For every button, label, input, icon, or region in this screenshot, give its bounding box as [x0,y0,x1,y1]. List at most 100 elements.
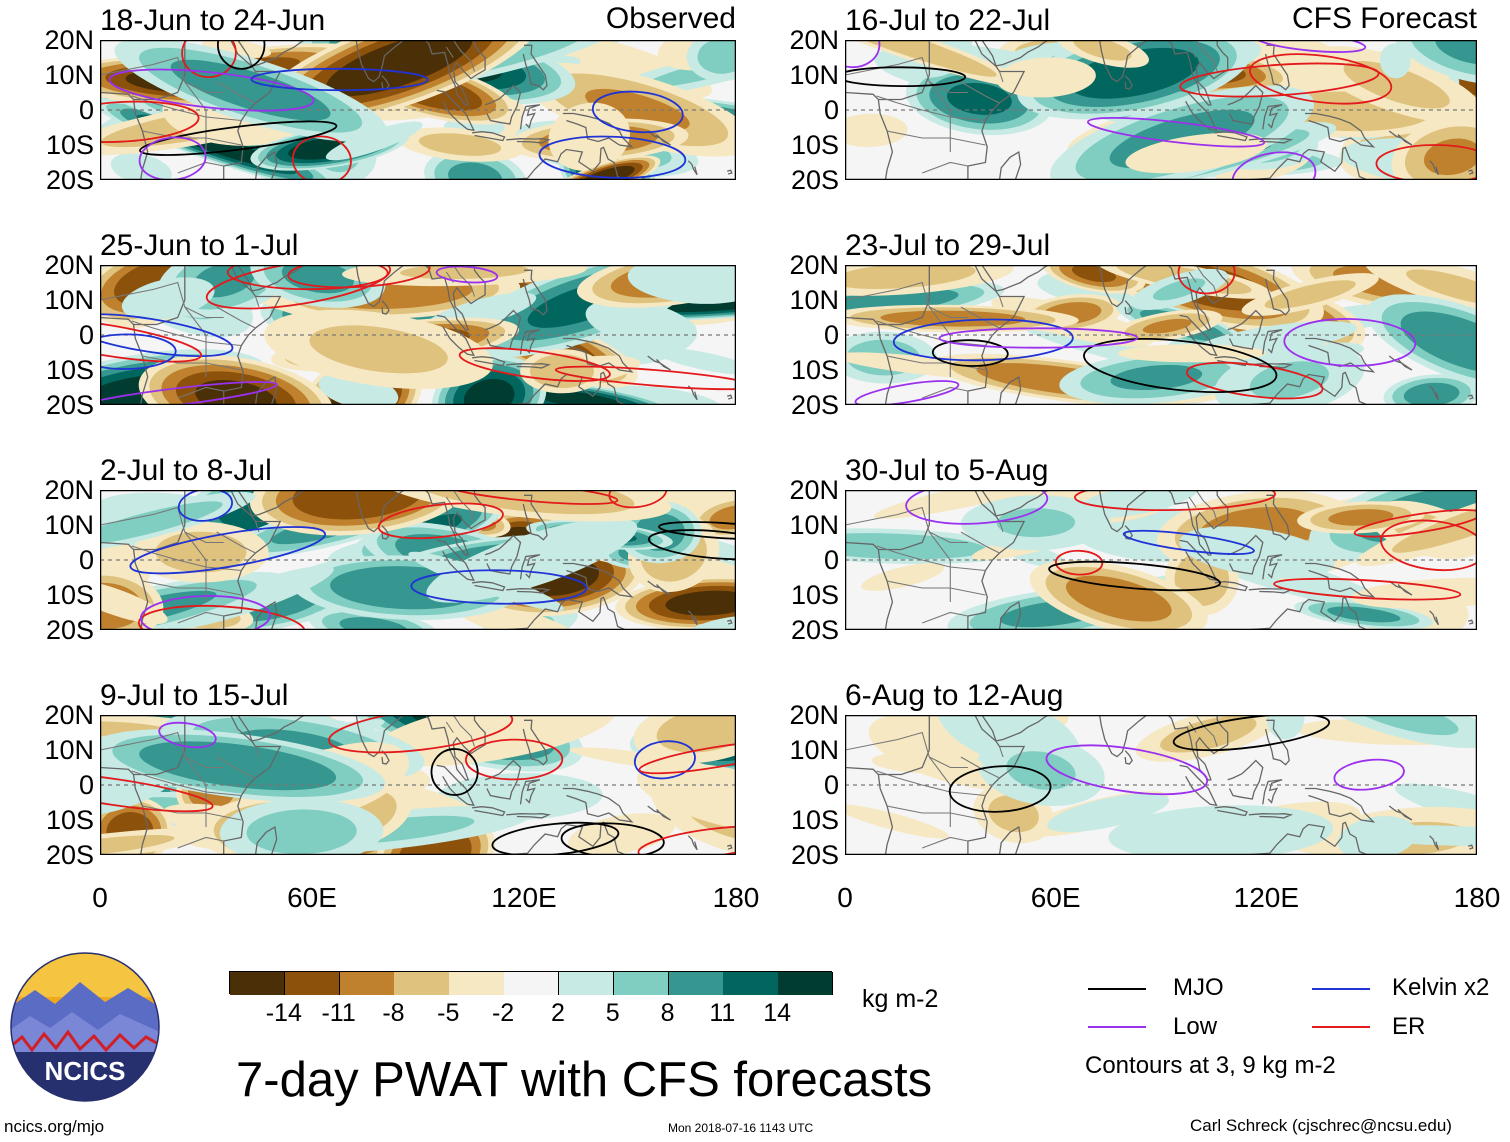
pwat-anomaly [325,121,423,161]
filter-contour [100,381,278,405]
coastline [340,265,405,308]
colorbar-tick-label: -11 [321,999,356,1027]
filter-contour [328,715,514,754]
filter-contour [1231,151,1317,180]
y-tick-label: 10S [45,805,94,835]
coastline [687,835,698,851]
pwat-anomaly [1160,715,1257,753]
filter-contour [430,748,479,796]
country-border [845,288,898,301]
pwat-anomaly [1343,60,1450,109]
coastline [1167,40,1229,106]
map-frame [845,40,1477,180]
country-border [998,521,1004,533]
coastline [981,40,1049,67]
coastline [878,40,930,101]
coastline [472,131,506,142]
legend-swatch [1312,1026,1370,1028]
colorbar-tick-label: 2 [550,999,565,1027]
coastline [522,44,548,91]
coastline [1262,779,1283,805]
filter-contour [465,738,564,781]
x-tick-label: 0 [837,882,853,913]
pwat-anomaly [845,804,949,839]
y-tick-label: 20N [44,700,94,730]
observed-map-1 [100,40,736,180]
filter-contour [100,317,203,363]
pwat-anomaly [1345,825,1477,846]
pwat-anomaly [139,741,337,791]
country-border [998,71,1004,83]
coastline [436,764,475,807]
y-tick-label: 20N [789,250,839,280]
pwat-anomaly [1266,715,1305,740]
map-frame [845,490,1477,630]
y-tick-label: 10N [789,60,839,90]
coastline [1429,160,1440,176]
forecast-map-4 [845,715,1477,855]
pwat-anomaly [463,378,515,405]
country-border [142,355,242,371]
map-frame [100,265,736,405]
country-border [445,496,454,508]
country-border [960,756,1000,779]
y-tick-label: 20N [44,475,94,505]
y-tick-label: 10N [789,735,839,765]
observed-panel-title-4: 9-Jul to 15-Jul [100,679,289,712]
coastline [1248,813,1294,819]
coastline [484,309,522,350]
x-tick-label: 180 [1453,882,1501,913]
filter-contour [1283,318,1417,367]
y-tick-label: 0 [78,770,94,800]
x-tick-label: 60E [287,882,337,913]
coastline [1167,715,1229,781]
coastline [1468,619,1474,625]
coastline [1388,355,1413,371]
pwat-anomaly [100,578,168,625]
coastline [484,84,522,125]
coastline [647,130,671,146]
coastline [100,490,282,630]
country-border [452,490,476,522]
pwat-anomaly [873,490,1072,519]
coastline [1262,329,1283,355]
legend-swatch [1088,988,1146,990]
country-border [100,513,154,526]
coastline [500,146,627,180]
country-border [876,320,986,347]
filter-contour [100,771,214,813]
coastline [519,554,541,580]
country-border [216,756,256,779]
coastline [878,265,930,326]
country-border [254,71,260,83]
coastline [254,600,278,630]
site-link[interactable]: ncics.org/mjo [4,1117,105,1136]
coastline [254,150,278,180]
pwat-anomaly [1328,509,1394,526]
filter-contour [658,521,736,540]
filter-contour [1086,116,1266,148]
pwat-anomaly [292,490,424,520]
filter-contour [108,68,315,112]
country-border [922,386,969,399]
coastline [1124,300,1133,315]
y-tick-label: 20N [44,25,94,55]
legend-label: MJO [1173,974,1224,1001]
observed-panel-title-2: 25-Jun to 1-Jul [100,229,299,262]
coastline [1429,835,1440,851]
country-border [998,296,1004,308]
pwat-anomaly [100,835,175,855]
coastline [436,89,475,132]
pwat-anomaly [1406,269,1477,305]
country-border [177,161,224,174]
pwat-anomaly [871,751,983,774]
coastline [519,779,541,805]
x-tick-label: 120E [491,882,557,913]
colorbar-segment [723,972,779,995]
country-border [876,545,986,572]
coastline [519,329,541,355]
filter-contour [1172,715,1331,752]
coastline [562,112,634,148]
country-border [897,281,968,319]
y-tick-label: 10N [789,285,839,315]
